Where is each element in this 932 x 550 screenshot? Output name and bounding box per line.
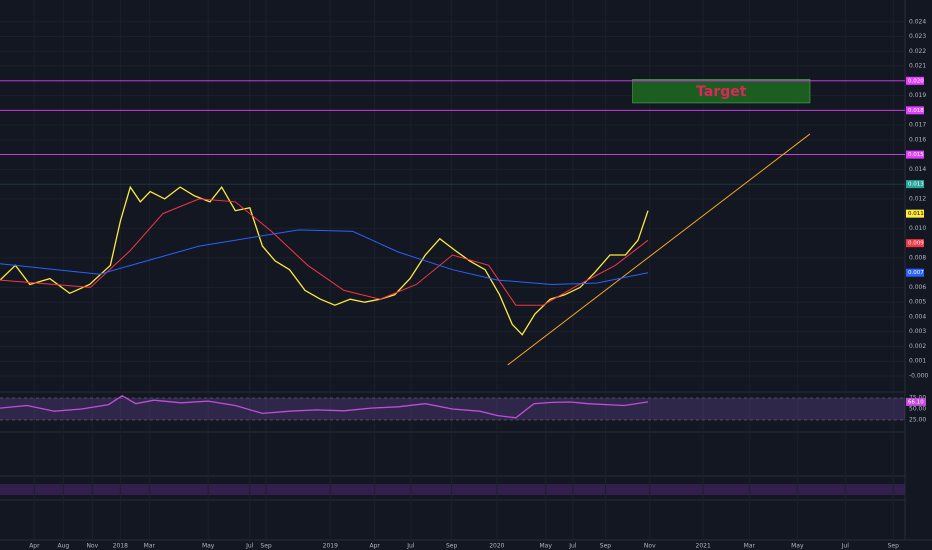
x-tick-label: 2018	[113, 543, 128, 550]
x-tick-label: Apr	[29, 543, 40, 550]
y-tick-label: 0.024	[909, 18, 926, 25]
x-tick-label: Sep	[888, 543, 900, 550]
x-tick-label: Jul	[245, 543, 254, 550]
x-tick-label: Aug	[57, 543, 69, 550]
series-line	[0, 395, 649, 419]
x-tick-label: Sep	[600, 543, 612, 550]
price-tag	[906, 209, 924, 218]
trendline	[507, 133, 811, 366]
price-tag-label: 0.011	[908, 211, 924, 217]
price-tag-label: 0.007	[908, 270, 924, 276]
price-tag-label: 0.013	[908, 182, 924, 188]
x-tick-label: May	[540, 543, 553, 550]
x-tick-label: May	[791, 543, 804, 550]
y-tick-label: 0.016	[909, 136, 926, 143]
series-line	[0, 185, 649, 336]
y-tick-label: 0.008	[909, 254, 926, 261]
price-tag-label: 0.015	[908, 152, 924, 158]
y-tick-label: 0.002	[909, 343, 926, 350]
y-tick-label: 0.023	[909, 33, 926, 40]
x-tick-label: Sep	[446, 543, 458, 550]
price-tag-label: 0.020	[908, 78, 924, 84]
value-tag	[906, 397, 926, 406]
target-box	[632, 79, 811, 104]
x-tick-label: 2020	[489, 543, 504, 550]
price-tag	[906, 268, 924, 277]
y-tick-label: 0.005	[909, 299, 926, 306]
x-tick-label: Sep	[260, 543, 272, 550]
value-label: 66.10	[908, 399, 924, 405]
x-tick-label: Jul	[568, 543, 577, 550]
y-tick-label: 0.010	[909, 225, 926, 232]
x-tick-label: 2019	[323, 543, 338, 550]
price-tag	[906, 150, 924, 159]
x-tick-label: Jul	[841, 543, 850, 550]
price-tag	[906, 239, 924, 248]
y-tick-label: 25.00	[909, 417, 926, 424]
x-tick-label: 2021	[696, 543, 711, 550]
x-tick-label: Apr	[369, 543, 380, 550]
y-tick-label: 0.021	[909, 63, 926, 70]
x-tick-label: May	[202, 543, 215, 550]
series-line	[0, 229, 649, 286]
x-tick-label: Nov	[86, 543, 98, 550]
x-tick-label: Jul	[406, 543, 415, 550]
y-tick-label: 0.003	[909, 328, 926, 335]
price-tag-label: 0.018	[908, 108, 924, 114]
target-label: Target	[696, 84, 747, 100]
y-tick-label: 0.006	[909, 284, 926, 291]
y-tick-label: -0.000	[909, 373, 929, 380]
price-tag	[906, 76, 924, 85]
y-tick-label: 0.012	[909, 195, 926, 202]
x-tick-label: Nov	[644, 543, 656, 550]
series-line	[0, 198, 649, 306]
y-tick-label: 0.022	[909, 48, 926, 55]
y-tick-label: 0.017	[909, 122, 926, 129]
oscillator-band	[0, 484, 905, 495]
y-tick-label: 0.001	[909, 358, 926, 365]
x-tick-label: Mar	[744, 543, 756, 550]
y-tick-label: 0.014	[909, 166, 926, 173]
price-tag	[906, 106, 924, 115]
y-tick-label: 0.004	[909, 313, 926, 320]
price-tag	[906, 180, 924, 189]
y-tick-label: 0.019	[909, 92, 926, 99]
price-tag-label: 0.009	[908, 241, 924, 247]
x-tick-label: Mar	[144, 543, 156, 550]
y-tick-label: 50.00	[909, 406, 926, 413]
